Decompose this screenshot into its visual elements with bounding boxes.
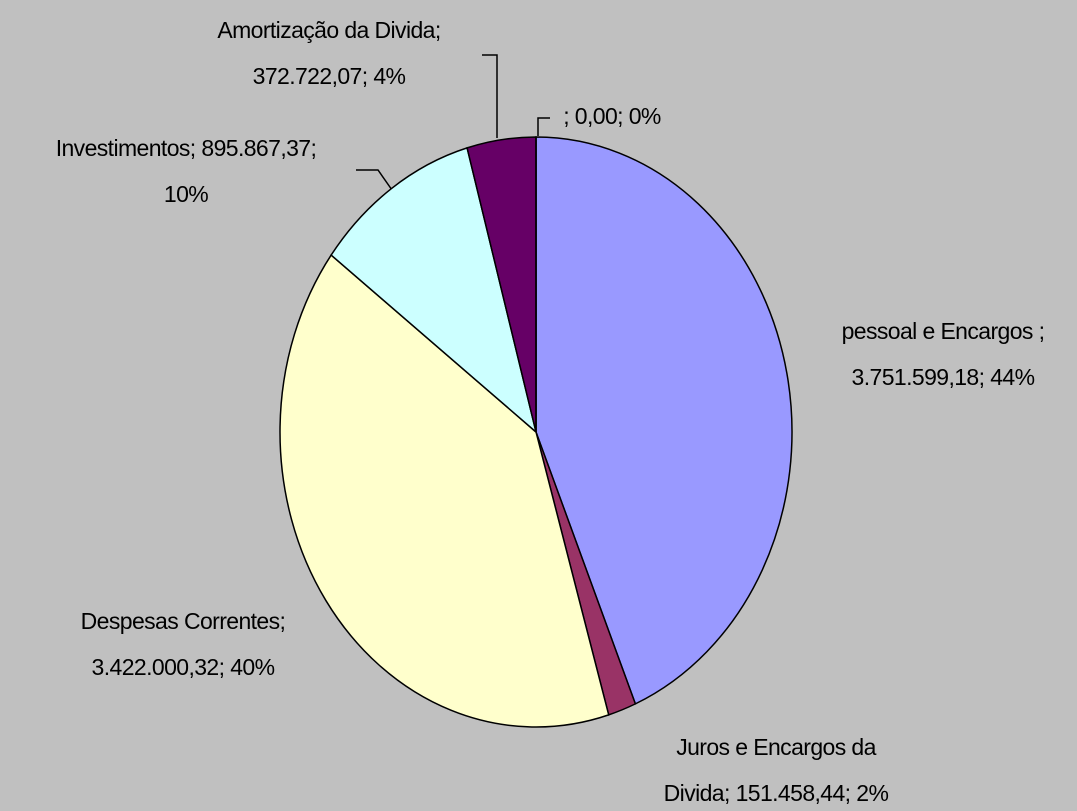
pie-slice [279, 253, 610, 728]
leader-line [482, 54, 498, 138]
data-label: Juros e Encargos da [676, 734, 876, 760]
data-label: 3.422.000,32; 40% [92, 654, 275, 680]
data-label: 3.751.599,18; 44% [852, 364, 1035, 390]
leader-line [356, 169, 393, 191]
leader-line [537, 117, 550, 136]
data-label: Investimentos; 895.867,37; [56, 135, 317, 161]
pie-slice [330, 146, 538, 435]
data-label: 372.722,07; 4% [253, 63, 406, 89]
data-label: Divida; 151.458,44; 2% [664, 780, 889, 806]
data-label: Despesas Correntes; [81, 608, 286, 634]
pie-slice [535, 136, 793, 705]
data-label: ; 0,00; 0% [563, 103, 661, 129]
data-label: pessoal e Encargos ; [842, 318, 1045, 344]
data-label: 10% [164, 181, 208, 207]
data-label: Amortização da Divida; [217, 17, 440, 43]
